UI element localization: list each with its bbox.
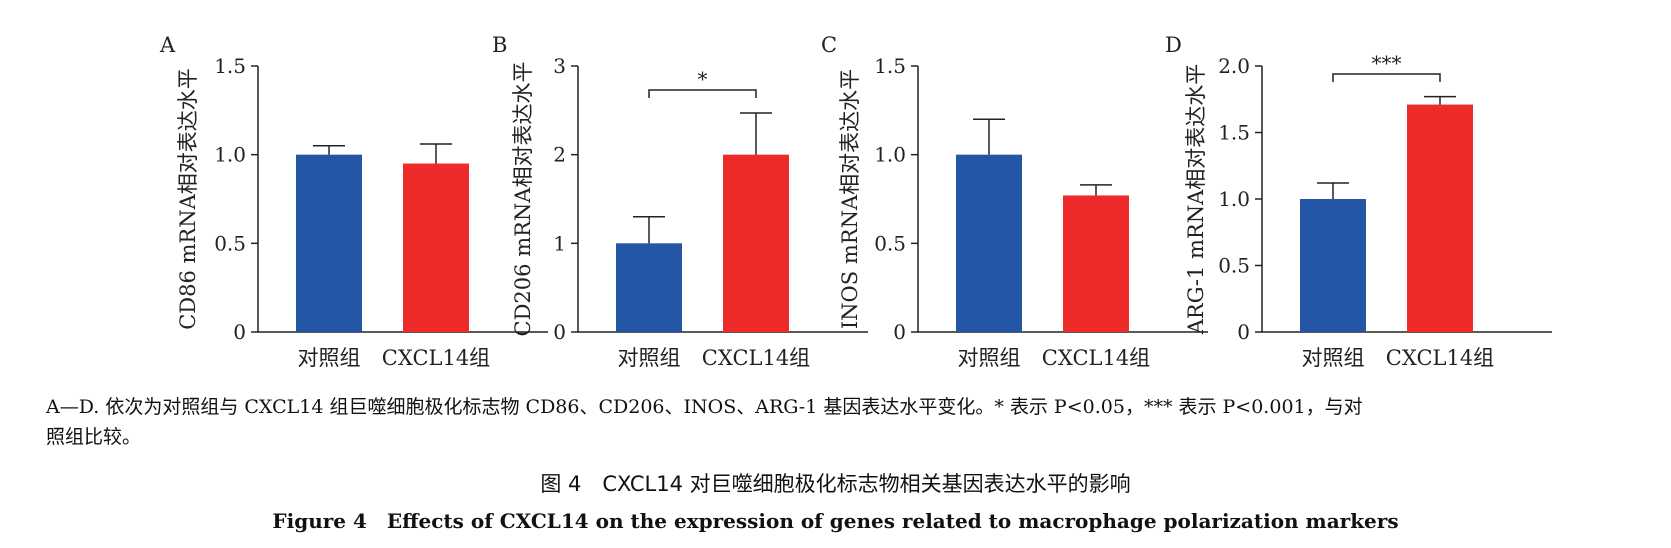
significance-mark: *** (1372, 51, 1402, 75)
y-tick-label: 0 (233, 320, 246, 344)
x-tick-label: 对照组 (1302, 346, 1365, 370)
caption-line-1: A—D. 依次为对照组与 CXCL14 组巨噬细胞极化标志物 CD86、CD20… (46, 396, 1363, 418)
bar-cxcl14 (723, 154, 789, 332)
y-axis-label: CD206 mRNA相对表达水平 (511, 62, 535, 337)
y-tick-label: 0 (553, 320, 566, 344)
bar-control (296, 154, 362, 332)
y-axis-label: CD86 mRNA相对表达水平 (176, 68, 200, 330)
y-tick-label: 3 (553, 54, 566, 78)
y-tick-label: 1.0 (214, 143, 246, 167)
y-axis-label: ARG-1 mRNA相对表达水平 (1184, 64, 1208, 336)
x-tick-label: CXCL14组 (1386, 346, 1494, 370)
y-tick-label: 1.5 (874, 54, 906, 78)
x-tick-label: 对照组 (298, 346, 361, 370)
y-tick-label: 2.0 (1218, 54, 1250, 78)
bar-cxcl14 (1063, 195, 1129, 332)
figure-title-en: Figure 4 Effects of CXCL14 on the expres… (272, 509, 1399, 533)
caption-line-2: 照组比较。 (46, 426, 142, 448)
bar-control (956, 154, 1022, 332)
panel-letter: A (159, 33, 176, 57)
x-tick-label: 对照组 (618, 346, 681, 370)
figure-title-cn: 图 4 CXCL14 对巨噬细胞极化标志物相关基因表达水平的影响 (540, 472, 1131, 496)
panel-letter: C (821, 33, 837, 57)
y-tick-label: 0.5 (874, 231, 906, 255)
y-tick-label: 0.5 (214, 231, 246, 255)
x-tick-label: CXCL14组 (382, 346, 490, 370)
bar-cxcl14 (1407, 104, 1473, 332)
x-tick-label: CXCL14组 (702, 346, 810, 370)
y-tick-label: 0 (893, 320, 906, 344)
y-tick-label: 1.5 (214, 54, 246, 78)
bar-cxcl14 (403, 163, 469, 332)
significance-bracket (648, 89, 757, 98)
y-tick-label: 0 (1237, 320, 1250, 344)
y-tick-label: 0.5 (1218, 254, 1250, 278)
y-tick-label: 2 (553, 143, 566, 167)
y-tick-label: 1.5 (1218, 121, 1250, 145)
x-tick-label: 对照组 (958, 346, 1021, 370)
panel-letter: B (492, 33, 507, 57)
y-tick-label: 1.0 (874, 143, 906, 167)
y-tick-label: 1.0 (1218, 187, 1250, 211)
x-tick-label: CXCL14组 (1042, 346, 1150, 370)
significance-mark: * (698, 67, 708, 91)
significance-bracket (1332, 73, 1441, 82)
y-axis-label: INOS mRNA相对表达水平 (838, 69, 862, 329)
bar-control (616, 243, 682, 332)
bar-control (1300, 199, 1366, 332)
panel-letter: D (1165, 33, 1182, 57)
y-tick-label: 1 (553, 231, 566, 255)
